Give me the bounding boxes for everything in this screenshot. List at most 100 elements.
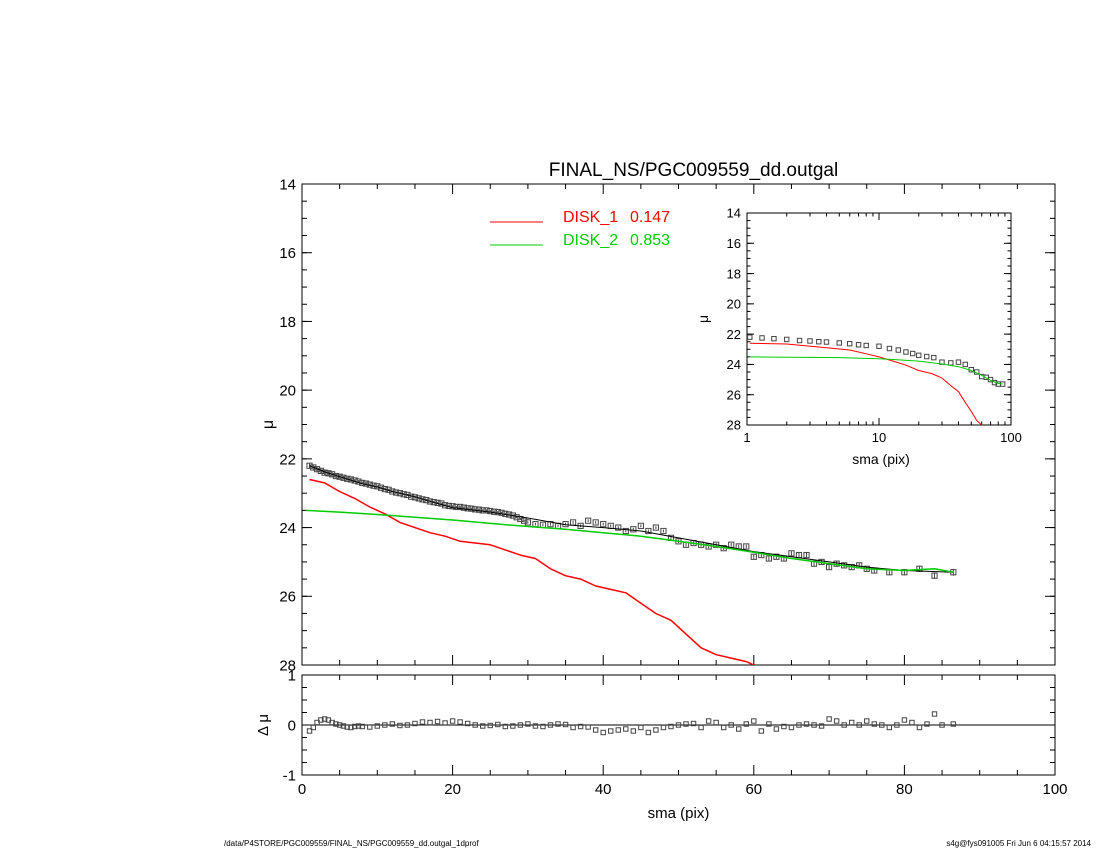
inset-data-point: [855, 342, 862, 348]
legend-value: 0.147: [630, 209, 670, 226]
residual-data-point: [306, 728, 313, 734]
y-tick-label: 14: [727, 206, 741, 221]
main-data-point: [750, 553, 757, 560]
inset-data-point: [903, 349, 909, 355]
residual-data-point: [818, 723, 825, 729]
main-data-point: [630, 526, 637, 533]
residual-data-point: [517, 722, 524, 728]
main-data-point: [765, 555, 772, 562]
residual-data-point: [645, 729, 652, 736]
residual-data-point: [333, 721, 339, 727]
inset-series-layer: [747, 334, 1006, 425]
main-data-point: [449, 503, 456, 510]
inset-data-point: [895, 347, 901, 353]
residual-data-point: [683, 721, 689, 727]
residual-data-point: [630, 728, 637, 734]
residual-data-point: [811, 722, 817, 728]
residual-data-point: [419, 719, 426, 725]
inset-data-point: [909, 350, 916, 357]
inset-data-point: [816, 339, 822, 345]
main-data-point: [826, 563, 833, 571]
residual-data-point: [871, 721, 877, 727]
residual-data-point: [826, 716, 832, 722]
residual-data-point: [916, 724, 923, 731]
main-series-disk-1: [309, 478, 755, 665]
residual-data-point: [344, 724, 350, 730]
main-data-point: [457, 503, 464, 511]
legend-label: DISK_2: [563, 232, 618, 249]
x-tick-label: 0: [298, 781, 306, 798]
residual-data-point: [638, 724, 644, 731]
residual-data-point: [480, 723, 486, 729]
y-tick-label: 14: [279, 176, 296, 193]
y-axis-label: μ: [260, 420, 277, 429]
inset-axes: 1 10 100 14 16 18 20 22 24 26 28: [727, 206, 1022, 445]
main-axes: 14 16 18 20 22 24 26 28: [279, 176, 1056, 674]
x-axis-label: sma (pix): [648, 805, 710, 822]
residual-data-point: [698, 724, 704, 731]
inset-data-point: [924, 353, 930, 360]
main-series-layer: [305, 462, 957, 665]
residual-data-point: [796, 722, 802, 728]
residual-data-point: [340, 723, 347, 729]
residual-data-point: [728, 722, 734, 728]
residual-data-point: [886, 724, 893, 731]
residual-data-point: [352, 723, 358, 730]
inset-x-axis-label: sma (pix): [852, 451, 910, 467]
residual-data-point: [909, 719, 915, 726]
inset-y-axis-label: μ: [695, 315, 711, 323]
residual-data-point: [336, 722, 343, 728]
residual-data-point: [705, 718, 712, 724]
x-tick-label: 100: [1000, 430, 1022, 445]
residual-data-point: [660, 724, 667, 731]
residual-data-point: [355, 723, 362, 729]
main-data-point: [396, 490, 403, 497]
residual-data-point: [427, 719, 433, 726]
main-data-point: [340, 474, 347, 481]
residual-data-point: [939, 722, 945, 728]
residual-data-point: [781, 723, 787, 730]
residual-data-point: [389, 721, 396, 727]
residual-data-point: [833, 718, 840, 724]
residual-data-point: [555, 721, 561, 727]
main-data-point: [494, 509, 501, 516]
inset-background: [745, 211, 1013, 427]
y-tick-label: 24: [279, 520, 296, 537]
inset-data-point: [916, 352, 922, 359]
x-tick-label: 60: [745, 781, 762, 798]
residual-data-point: [600, 729, 606, 736]
inset-data-point: [771, 335, 777, 342]
residual-axes: 0 20 40 60 80 100-101: [283, 667, 1068, 798]
residual-data-point: [397, 722, 403, 729]
residual-data-point: [449, 718, 456, 724]
main-data-point: [423, 496, 430, 504]
inset-data-point: [747, 334, 753, 340]
main-data-point: [430, 499, 437, 506]
y-tick-label: 1: [288, 667, 296, 684]
x-tick-label: 40: [595, 781, 612, 798]
residual-data-point: [359, 723, 365, 730]
main-data-point: [487, 507, 494, 515]
residual-data-point: [901, 717, 908, 723]
inset-data-point: [863, 342, 869, 349]
main-data-point: [660, 527, 667, 535]
inset-data-point: [847, 340, 853, 347]
main-data-point: [336, 473, 343, 480]
inset-data-point: [823, 339, 830, 345]
legend-label: DISK_1: [563, 209, 618, 226]
main-data-point: [381, 485, 388, 493]
residual-data-point: [570, 724, 576, 731]
residual-data-point: [713, 719, 719, 726]
main-data-point: [513, 514, 520, 521]
main-data-point: [460, 504, 467, 511]
y-tick-label: 20: [279, 383, 296, 400]
residual-data-point: [472, 722, 478, 728]
y-tick-label: 16: [279, 245, 296, 262]
residual-data-point: [736, 726, 742, 732]
residual-data-point: [374, 723, 381, 729]
y-tick-label: 28: [727, 418, 741, 433]
main-data-point: [592, 519, 599, 526]
residual-data-point: [502, 723, 509, 730]
